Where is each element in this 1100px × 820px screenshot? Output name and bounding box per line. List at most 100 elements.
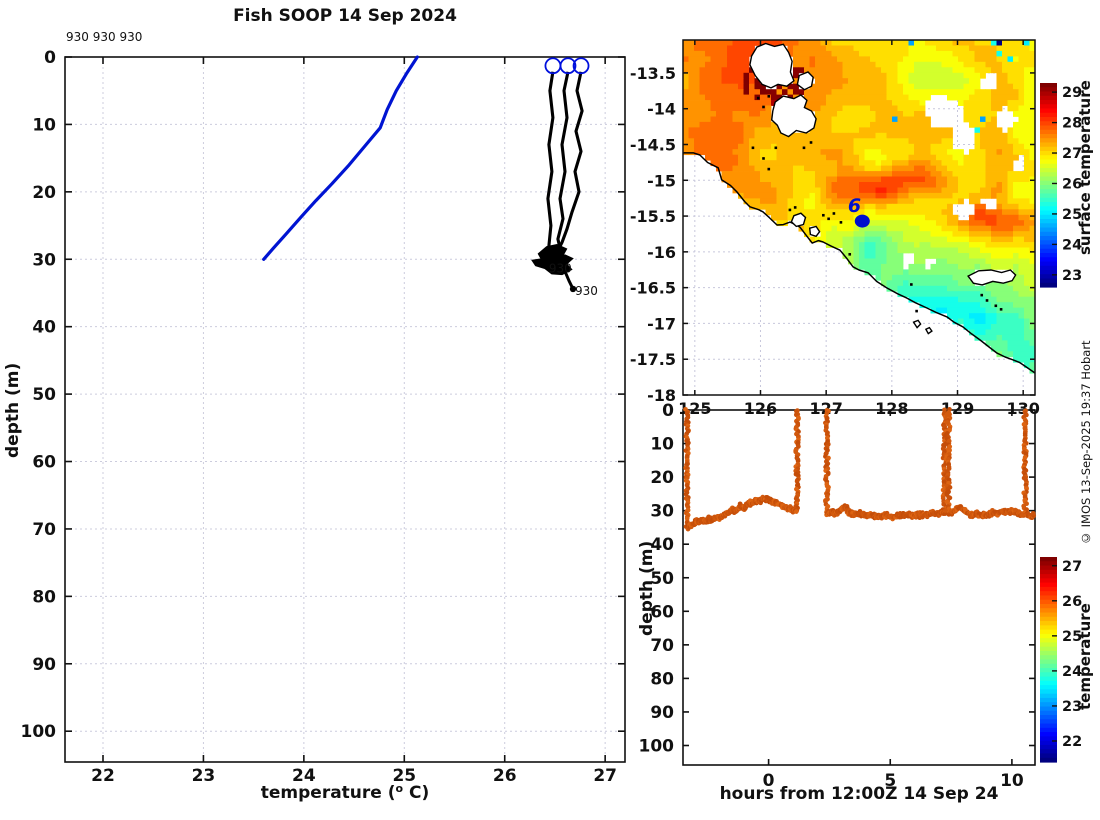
- svg-text:20: 20: [32, 183, 56, 203]
- svg-text:-17: -17: [647, 314, 676, 333]
- islet-rock: [767, 95, 771, 98]
- svg-text:27: 27: [1062, 146, 1082, 162]
- island: [924, 326, 933, 335]
- island: [770, 94, 817, 138]
- profile-axes: 22 23 24 25 26 27 0 10 20 30 40 50 60 70 80 90 100: [21, 48, 626, 786]
- profile-count-marker: 6: [848, 195, 861, 217]
- islet-rock: [788, 208, 792, 212]
- svg-text:-13.5: -13.5: [630, 64, 676, 83]
- svg-text:20: 20: [650, 468, 674, 488]
- coastline: [683, 42, 1036, 374]
- profile-end-label: 930: [575, 284, 598, 298]
- islet-rock: [839, 221, 843, 224]
- svg-text:-16.5: -16.5: [630, 279, 676, 298]
- profile-xaxis-label: temperature (o C): [65, 782, 625, 803]
- svg-text:10: 10: [32, 115, 56, 135]
- profile-end-label: 930: [549, 262, 572, 276]
- svg-text:29: 29: [1062, 85, 1082, 101]
- islet-rock: [809, 141, 813, 144]
- svg-text:26: 26: [1062, 176, 1082, 192]
- svg-text:26: 26: [1062, 594, 1082, 610]
- degree-superscript: o: [395, 782, 404, 795]
- profile-id-annotations: 930 930 930: [66, 30, 143, 44]
- profile-yaxis-label: depth (m): [3, 362, 23, 458]
- svg-text:80: 80: [32, 587, 56, 607]
- islet-rock: [774, 146, 778, 150]
- profile-bottom-blob: [531, 244, 574, 276]
- islet-rock: [822, 213, 825, 217]
- islet-rock: [910, 283, 913, 286]
- surface-marker: [572, 57, 590, 75]
- svg-text:22: 22: [1062, 734, 1082, 750]
- svg-text:70: 70: [650, 636, 674, 656]
- islet-rock: [827, 217, 830, 221]
- svg-text:50: 50: [32, 385, 56, 405]
- svg-text:25: 25: [1062, 629, 1082, 645]
- svg-text:27: 27: [1062, 559, 1082, 575]
- profile-grid: [65, 57, 625, 762]
- islet-rock: [762, 157, 765, 160]
- svg-text:60: 60: [650, 602, 674, 622]
- svg-text:23: 23: [192, 766, 216, 786]
- islet-rock: [848, 253, 852, 256]
- svg-text:40: 40: [650, 535, 674, 555]
- sst-colorbar-label: surface temperature: [1076, 80, 1094, 256]
- depth-dots: [683, 406, 1037, 532]
- islet-rock: [751, 146, 755, 150]
- svg-text:25: 25: [1062, 207, 1082, 223]
- svg-text:-14: -14: [647, 100, 676, 119]
- surface-marker: [559, 57, 577, 75]
- islet-rock: [994, 304, 998, 308]
- islet-rock: [915, 309, 918, 313]
- svg-text:-15: -15: [647, 171, 676, 190]
- svg-text:24: 24: [1062, 237, 1082, 253]
- map-markers: 6: [848, 195, 870, 228]
- temperature-colorbar-label: temperature: [1076, 603, 1094, 711]
- svg-text:24: 24: [1062, 664, 1082, 680]
- temperature-colorbar: 22 23 24 25 26 27: [1040, 557, 1082, 763]
- svg-text:-15.5: -15.5: [630, 207, 676, 226]
- island: [967, 269, 1017, 286]
- figure-title: Fish SOOP 14 Sep 2024: [233, 6, 457, 26]
- island: [749, 42, 795, 89]
- svg-text:100: 100: [639, 737, 675, 757]
- svg-text:40: 40: [32, 318, 56, 338]
- islet-rock: [980, 293, 984, 297]
- islet-rock: [756, 96, 760, 100]
- svg-text:130: 130: [1006, 399, 1039, 418]
- svg-text:100: 100: [21, 722, 57, 742]
- svg-text:50: 50: [650, 569, 674, 589]
- islet-rock: [999, 308, 1003, 311]
- svg-text:10: 10: [650, 435, 674, 455]
- islet-rock: [985, 299, 989, 302]
- svg-text:0: 0: [763, 771, 775, 791]
- vessel-position-marker: [854, 214, 870, 228]
- islet-rock: [832, 212, 836, 215]
- svg-text:-17.5: -17.5: [630, 350, 676, 369]
- svg-text:128: 128: [875, 399, 908, 418]
- svg-text:30: 30: [32, 250, 56, 270]
- svg-text:-14.5: -14.5: [630, 135, 676, 154]
- svg-text:0: 0: [662, 401, 674, 421]
- svg-text:24: 24: [292, 766, 316, 786]
- island: [912, 319, 922, 329]
- profile-xaxis-label-pre: temperature (: [260, 783, 396, 803]
- surface-marker: [544, 57, 562, 75]
- island: [790, 212, 807, 228]
- svg-text:23: 23: [1062, 268, 1082, 284]
- island: [808, 225, 821, 238]
- profile-xaxis-label-post: C): [403, 783, 430, 803]
- sst-colorbar: 23 24 25 26 27 28 29: [1040, 83, 1082, 288]
- series-yaxis-label: depth (m): [637, 540, 657, 636]
- svg-text:10: 10: [1000, 771, 1024, 791]
- sst-pixels: [683, 40, 1036, 374]
- svg-text:90: 90: [32, 655, 56, 675]
- svg-text:23: 23: [1062, 699, 1082, 715]
- svg-text:0: 0: [44, 48, 56, 68]
- svg-text:-16: -16: [647, 243, 676, 262]
- svg-text:-18: -18: [647, 386, 676, 405]
- islet-rock: [762, 105, 765, 109]
- series-xaxis-label: hours from 12:00Z 14 Sep 24: [719, 784, 999, 804]
